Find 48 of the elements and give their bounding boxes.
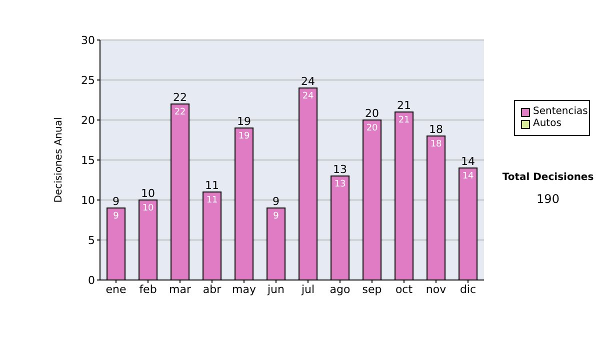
total-label: 24 — [301, 75, 316, 88]
x-tick-label: abr — [202, 282, 222, 296]
y-axis-title: Decisiones Anual — [54, 117, 65, 203]
data-label: 19 — [238, 131, 250, 142]
data-label: 13 — [334, 179, 346, 190]
x-tick-label: ene — [106, 282, 126, 296]
y-tick-label: 10 — [81, 194, 95, 207]
data-label: 20 — [366, 123, 378, 134]
x-tick-label: may — [232, 282, 256, 296]
data-label: 10 — [142, 203, 154, 214]
data-label: 11 — [206, 195, 218, 206]
x-tick-label: dic — [460, 282, 476, 296]
total-label: 9 — [112, 195, 120, 208]
text: 190 — [536, 192, 560, 206]
total-label: 22 — [173, 91, 188, 104]
total-label: 14 — [461, 155, 476, 168]
data-label: 9 — [273, 211, 280, 222]
total-label: 19 — [237, 115, 252, 128]
y-tick-label: 15 — [81, 154, 95, 167]
data-label: 14 — [462, 171, 474, 182]
x-tick-label: ago — [330, 282, 350, 296]
y-tick-label: 0 — [88, 274, 95, 287]
total-label: 18 — [429, 123, 444, 136]
data-label: 21 — [398, 115, 410, 126]
total-label: 21 — [397, 99, 412, 112]
y-tick-label: 25 — [81, 74, 95, 87]
x-tick-label: sep — [362, 282, 382, 296]
x-tick-label: oct — [395, 282, 414, 296]
total-label: 11 — [205, 179, 220, 192]
y-tick-label: 30 — [81, 34, 95, 47]
total-label: 9 — [272, 195, 280, 208]
data-label: 18 — [430, 139, 442, 150]
total-label: 10 — [141, 187, 156, 200]
legend-label: Sentencias — [533, 106, 588, 118]
data-label: 22 — [174, 107, 186, 118]
x-tick-label: nov — [426, 282, 447, 296]
x-tick-label: jun — [266, 282, 285, 296]
x-tick-label: feb — [139, 282, 157, 296]
total-label: 20 — [365, 107, 380, 120]
x-tick-label: mar — [169, 282, 192, 296]
y-tick-label: 5 — [88, 234, 95, 247]
legend-label: Autos — [533, 118, 562, 130]
total-label: 13 — [333, 163, 348, 176]
y-tick-label: 20 — [81, 114, 95, 127]
x-tick-label: jul — [300, 282, 315, 296]
text: Total Decisiones — [501, 172, 595, 183]
data-label: 9 — [113, 211, 120, 222]
data-label: 24 — [302, 91, 314, 102]
